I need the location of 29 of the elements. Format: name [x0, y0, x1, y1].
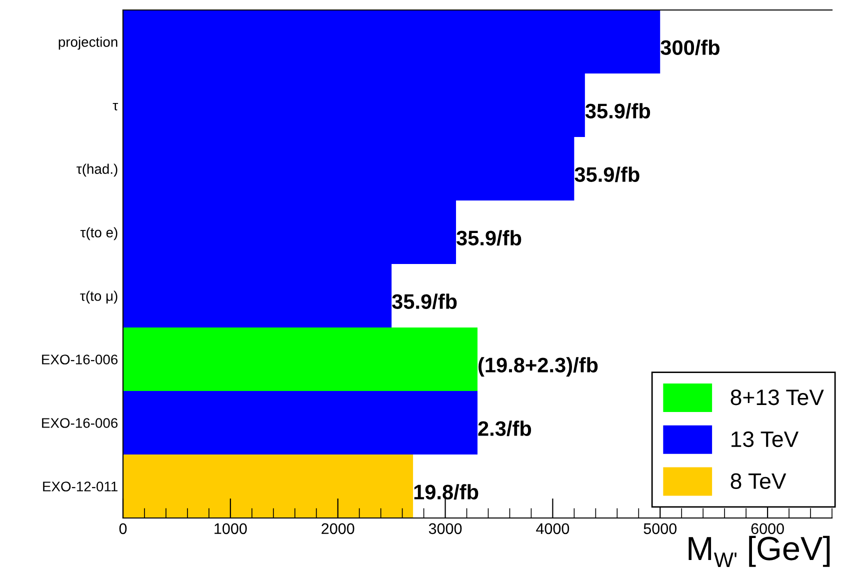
x-tick-label: 2000 [322, 523, 354, 534]
annotation: 35.9/fb [392, 294, 457, 310]
y-tick-label: projection [58, 36, 118, 50]
x-tick-label: 5000 [644, 523, 677, 534]
legend-label: 8+13 TeV [730, 389, 824, 406]
y-tick-label: τ(to e) [80, 227, 118, 240]
y-tick-label: EXO-12-011 [43, 482, 118, 492]
x-tick-label: 3000 [428, 523, 462, 534]
annotation: 2.3/fb [478, 420, 532, 436]
annotation: 300/fb [660, 40, 720, 56]
legend-label: 13 TeV [732, 431, 799, 448]
x-tick-label: 1000 [214, 523, 247, 534]
y-tick-label: EXO-16-006 [42, 354, 118, 364]
annotation: (19.8+2.3)/fb [478, 357, 598, 377]
y-tick-label: τ(to μ) [80, 290, 118, 304]
legend-label: 8 TeV [730, 473, 786, 489]
bar [123, 454, 414, 518]
x-tick-label: 0 [119, 523, 127, 534]
bar [123, 328, 478, 391]
x-tick-label: 6000 [751, 523, 784, 534]
x-tick-label: 4000 [536, 523, 570, 534]
annotation: 35.9/fb [574, 166, 640, 182]
annotation: 35.9/fb [585, 103, 650, 119]
annotation: 35.9/fb [456, 230, 522, 246]
y-tick-label: τ [112, 102, 118, 110]
annotation: 19.8/fb [414, 484, 478, 500]
y-tick-label: EXO-16-006 [42, 418, 118, 428]
bar [123, 391, 478, 454]
y-tick-label: τ(had.) [76, 164, 118, 177]
